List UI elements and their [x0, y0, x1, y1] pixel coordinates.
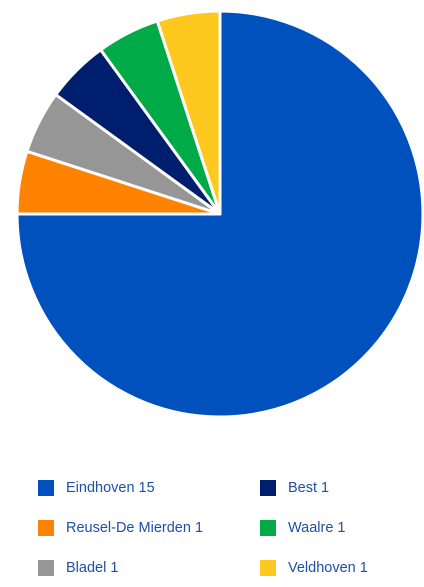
legend-label-bladel: Bladel 1 [66, 560, 119, 576]
pie-slice-veldhoven [155, 9, 222, 216]
legend-label-eindhoven: Eindhoven 15 [66, 480, 155, 496]
legend-item-waalre: Waalre 1 [260, 518, 345, 538]
legend-item-bladel: Bladel 1 [38, 558, 118, 578]
legend-label-reusel-de-mierden: Reusel-De Mierden 1 [66, 520, 204, 536]
legend-swatch-bladel [38, 560, 54, 576]
legend-label-veldhoven: Veldhoven 1 [288, 560, 368, 576]
legend-swatch-best [260, 480, 276, 496]
pie-plot-area [15, 9, 424, 419]
legend-swatch-waalre [260, 520, 276, 536]
legend-label-waalre: Waalre 1 [288, 520, 346, 536]
legend-item-reusel-de-mierden: Reusel-De Mierden 1 [38, 518, 203, 538]
legend-label-best: Best 1 [288, 480, 330, 496]
legend-item-best: Best 1 [260, 478, 329, 498]
legend-swatch-eindhoven [38, 480, 54, 496]
legend-swatch-veldhoven [260, 560, 276, 576]
legend-item-veldhoven: Veldhoven 1 [260, 558, 368, 578]
legend-item-eindhoven: Eindhoven 15 [38, 478, 155, 498]
legend-swatch-reusel-de-mierden [38, 520, 54, 536]
